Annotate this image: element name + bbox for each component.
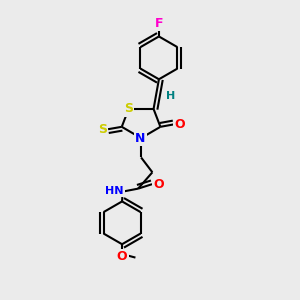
Text: HN: HN — [105, 186, 124, 196]
Text: O: O — [153, 178, 164, 191]
Text: S: S — [98, 123, 107, 136]
Text: F: F — [155, 16, 163, 30]
Text: N: N — [135, 132, 146, 145]
Text: S: S — [124, 103, 133, 116]
Text: H: H — [166, 91, 175, 100]
Text: O: O — [117, 250, 128, 263]
Text: O: O — [174, 118, 185, 131]
